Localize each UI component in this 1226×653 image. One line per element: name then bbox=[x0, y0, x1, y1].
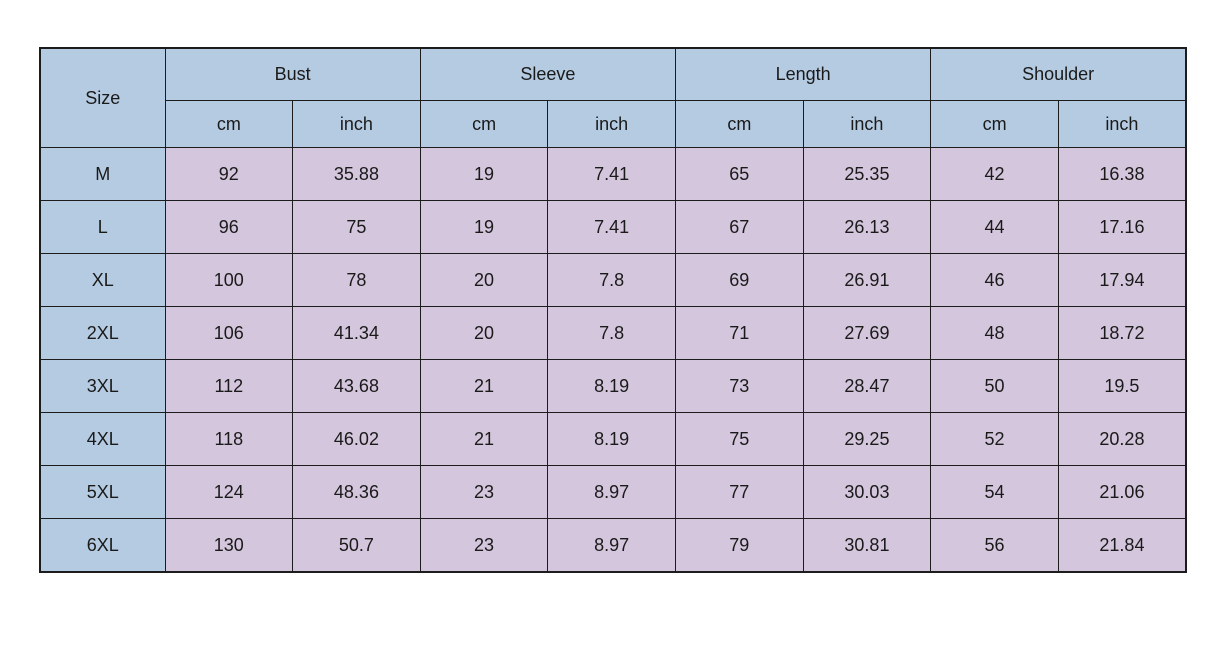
value-cell: 44 bbox=[930, 200, 1059, 254]
value-cell: 17.94 bbox=[1057, 253, 1187, 307]
group-header-shoulder: Shoulder bbox=[930, 47, 1187, 101]
value-cell: 20 bbox=[419, 306, 549, 360]
size-cell: M bbox=[39, 147, 166, 201]
size-cell: 3XL bbox=[39, 359, 166, 413]
unit-header-shoulder-cm: cm bbox=[930, 100, 1059, 148]
value-cell: 96 bbox=[164, 200, 294, 254]
value-cell: 46 bbox=[930, 253, 1059, 307]
value-cell: 92 bbox=[164, 147, 294, 201]
group-header-bust: Bust bbox=[164, 47, 421, 101]
value-cell: 19 bbox=[419, 147, 549, 201]
value-cell: 23 bbox=[419, 465, 549, 519]
value-cell: 20 bbox=[419, 253, 549, 307]
value-cell: 73 bbox=[675, 359, 804, 413]
value-cell: 50 bbox=[930, 359, 1059, 413]
value-cell: 8.97 bbox=[547, 518, 676, 573]
value-cell: 56 bbox=[930, 518, 1059, 573]
value-cell: 130 bbox=[164, 518, 294, 573]
unit-header-shoulder-inch: inch bbox=[1057, 100, 1187, 148]
value-cell: 52 bbox=[930, 412, 1059, 466]
value-cell: 35.88 bbox=[292, 147, 421, 201]
value-cell: 21 bbox=[419, 412, 549, 466]
value-cell: 77 bbox=[675, 465, 804, 519]
value-cell: 16.38 bbox=[1057, 147, 1187, 201]
value-cell: 65 bbox=[675, 147, 804, 201]
value-cell: 41.34 bbox=[292, 306, 421, 360]
value-cell: 112 bbox=[164, 359, 294, 413]
value-cell: 25.35 bbox=[802, 147, 932, 201]
size-cell: 6XL bbox=[39, 518, 166, 573]
value-cell: 21.06 bbox=[1057, 465, 1187, 519]
value-cell: 21.84 bbox=[1057, 518, 1187, 573]
value-cell: 8.97 bbox=[547, 465, 676, 519]
value-cell: 7.41 bbox=[547, 147, 676, 201]
value-cell: 75 bbox=[675, 412, 804, 466]
value-cell: 17.16 bbox=[1057, 200, 1187, 254]
unit-header-sleeve-inch: inch bbox=[547, 100, 676, 148]
size-cell: 2XL bbox=[39, 306, 166, 360]
value-cell: 7.8 bbox=[547, 306, 676, 360]
value-cell: 75 bbox=[292, 200, 421, 254]
value-cell: 69 bbox=[675, 253, 804, 307]
group-header-sleeve: Sleeve bbox=[419, 47, 677, 101]
value-cell: 48.36 bbox=[292, 465, 421, 519]
value-cell: 71 bbox=[675, 306, 804, 360]
table-row: XL 100 78 20 7.8 69 26.91 46 17.94 bbox=[39, 253, 1187, 307]
value-cell: 78 bbox=[292, 253, 421, 307]
value-cell: 26.13 bbox=[802, 200, 932, 254]
value-cell: 28.47 bbox=[802, 359, 932, 413]
unit-header-length-inch: inch bbox=[802, 100, 932, 148]
value-cell: 100 bbox=[164, 253, 294, 307]
table-header: Size Bust Sleeve Length Shoulder cm inch… bbox=[39, 47, 1187, 148]
value-cell: 27.69 bbox=[802, 306, 932, 360]
group-header-row: Size Bust Sleeve Length Shoulder bbox=[39, 47, 1187, 148]
value-cell: 46.02 bbox=[292, 412, 421, 466]
unit-header-length-cm: cm bbox=[675, 100, 804, 148]
size-cell: L bbox=[39, 200, 166, 254]
value-cell: 26.91 bbox=[802, 253, 932, 307]
value-cell: 106 bbox=[164, 306, 294, 360]
table-row: 6XL 130 50.7 23 8.97 79 30.81 56 21.84 bbox=[39, 518, 1187, 573]
value-cell: 67 bbox=[675, 200, 804, 254]
unit-header-bust-inch: inch bbox=[292, 100, 421, 148]
value-cell: 54 bbox=[930, 465, 1059, 519]
value-cell: 19 bbox=[419, 200, 549, 254]
size-column-header: Size bbox=[39, 47, 166, 148]
value-cell: 30.03 bbox=[802, 465, 932, 519]
table-row: 5XL 124 48.36 23 8.97 77 30.03 54 21.06 bbox=[39, 465, 1187, 519]
table-body: M 92 35.88 19 7.41 65 25.35 42 16.38 L 96 75 19 7.41 6… bbox=[39, 147, 1187, 573]
table-row: M 92 35.88 19 7.41 65 25.35 42 16.38 bbox=[39, 147, 1187, 201]
value-cell: 23 bbox=[419, 518, 549, 573]
unit-header-sleeve-cm: cm bbox=[419, 100, 549, 148]
table-row: 2XL 106 41.34 20 7.8 71 27.69 48 18.72 bbox=[39, 306, 1187, 360]
unit-header-row: cm inch cm inch cm inch cm inch bbox=[40, 100, 1187, 148]
group-header-length: Length bbox=[674, 47, 932, 101]
value-cell: 21 bbox=[419, 359, 549, 413]
value-cell: 20.28 bbox=[1057, 412, 1187, 466]
unit-header-bust-cm: cm bbox=[164, 100, 294, 148]
value-cell: 8.19 bbox=[547, 412, 676, 466]
value-cell: 124 bbox=[164, 465, 294, 519]
value-cell: 29.25 bbox=[802, 412, 932, 466]
size-chart-table: Size Bust Sleeve Length Shoulder cm inch… bbox=[39, 47, 1187, 573]
value-cell: 50.7 bbox=[292, 518, 421, 573]
table-row: 3XL 112 43.68 21 8.19 73 28.47 50 19.5 bbox=[39, 359, 1187, 413]
value-cell: 43.68 bbox=[292, 359, 421, 413]
table-row: L 96 75 19 7.41 67 26.13 44 17.16 bbox=[39, 200, 1187, 254]
value-cell: 8.19 bbox=[547, 359, 676, 413]
size-cell: 5XL bbox=[39, 465, 166, 519]
value-cell: 18.72 bbox=[1057, 306, 1187, 360]
value-cell: 7.41 bbox=[547, 200, 676, 254]
size-cell: 4XL bbox=[39, 412, 166, 466]
value-cell: 48 bbox=[930, 306, 1059, 360]
value-cell: 30.81 bbox=[802, 518, 932, 573]
value-cell: 42 bbox=[930, 147, 1059, 201]
value-cell: 19.5 bbox=[1057, 359, 1187, 413]
value-cell: 118 bbox=[164, 412, 294, 466]
value-cell: 7.8 bbox=[547, 253, 676, 307]
size-cell: XL bbox=[39, 253, 166, 307]
value-cell: 79 bbox=[675, 518, 804, 573]
table-row: 4XL 118 46.02 21 8.19 75 29.25 52 20.28 bbox=[39, 412, 1187, 466]
